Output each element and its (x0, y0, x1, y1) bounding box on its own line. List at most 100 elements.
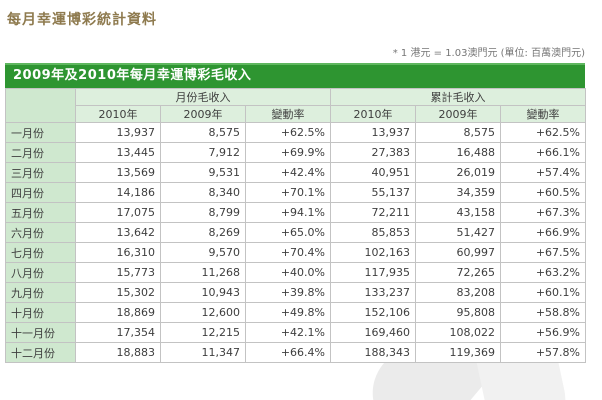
value-cell: 133,237 (330, 282, 416, 303)
value-cell: 34,359 (415, 182, 501, 203)
value-cell: 27,383 (330, 142, 416, 163)
year-header-row: 2010年 2009年 變動率 2010年 2009年 變動率 (6, 105, 586, 123)
value-cell: 119,369 (415, 342, 501, 363)
month-cell: 八月份 (5, 262, 76, 283)
value-cell: 26,019 (415, 162, 501, 183)
value-cell: 55,137 (330, 182, 416, 203)
value-cell: 12,215 (160, 322, 246, 343)
value-cell: +66.1% (500, 142, 586, 163)
month-cell: 二月份 (5, 142, 76, 163)
month-cell: 七月份 (5, 242, 76, 263)
col-header-cumulative-change: 變動率 (500, 105, 586, 123)
value-cell: 83,208 (415, 282, 501, 303)
value-cell: 117,935 (330, 262, 416, 283)
month-cell: 四月份 (5, 182, 76, 203)
table-row: 十二月份 18,883 11,347 +66.4% 188,343 119,369 +57.… (5, 342, 586, 363)
value-cell: 8,575 (160, 122, 246, 143)
value-cell: 169,460 (330, 322, 416, 343)
value-cell: 11,268 (160, 262, 246, 283)
page-title: 每月幸運博彩統計資料 (7, 12, 157, 28)
month-cell: 九月份 (5, 282, 76, 303)
table-row: 七月份 16,310 9,570 +70.4% 102,163 60,997 +67.5% (5, 242, 586, 263)
value-cell: +56.9% (500, 322, 586, 343)
value-cell: +40.0% (245, 262, 331, 283)
group-header-row: 月份毛收入 累計毛收入 (5, 88, 586, 123)
month-cell: 十月份 (5, 302, 76, 323)
value-cell: 13,937 (330, 122, 416, 143)
value-cell: +60.5% (500, 182, 586, 203)
value-cell: 14,186 (75, 182, 161, 203)
value-cell: 17,075 (75, 202, 161, 223)
value-cell: 51,427 (415, 222, 501, 243)
month-cell: 三月份 (5, 162, 76, 183)
col-header-monthly-2010: 2010年 (75, 105, 161, 123)
value-cell: 102,163 (330, 242, 416, 263)
value-cell: +66.9% (500, 222, 586, 243)
table-row: 六月份 13,642 8,269 +65.0% 85,853 51,427 +66.9% (5, 222, 586, 243)
value-cell: 9,570 (160, 242, 246, 263)
value-cell: 152,106 (330, 302, 416, 323)
value-cell: 60,997 (415, 242, 501, 263)
col-header-monthly-change: 變動率 (245, 105, 331, 123)
table-row: 二月份 13,445 7,912 +69.9% 27,383 16,488 +66.1% (5, 142, 586, 163)
value-cell: 13,569 (75, 162, 161, 183)
value-cell: +62.5% (500, 122, 586, 143)
month-cell: 六月份 (5, 222, 76, 243)
value-cell: 40,951 (330, 162, 416, 183)
value-cell: 13,937 (75, 122, 161, 143)
value-cell: 8,340 (160, 182, 246, 203)
col-header-cumulative-2010: 2010年 (330, 105, 416, 123)
value-cell: 12,600 (160, 302, 246, 323)
value-cell: +39.8% (245, 282, 331, 303)
value-cell: 72,265 (415, 262, 501, 283)
table-row: 四月份 14,186 8,340 +70.1% 55,137 34,359 +60.5% (5, 182, 586, 203)
monthly-revenue-group-header: 月份毛收入 (75, 88, 331, 106)
value-cell: 43,158 (415, 202, 501, 223)
col-header-cumulative-2009: 2009年 (415, 105, 501, 123)
value-cell: +57.4% (500, 162, 586, 183)
value-cell: 108,022 (415, 322, 501, 343)
value-cell: 18,883 (75, 342, 161, 363)
value-cell: +66.4% (245, 342, 331, 363)
value-cell: +94.1% (245, 202, 331, 223)
month-cell: 十一月份 (5, 322, 76, 343)
value-cell: 8,269 (160, 222, 246, 243)
value-cell: 13,445 (75, 142, 161, 163)
value-cell: +69.9% (245, 142, 331, 163)
month-cell: 十二月份 (5, 342, 76, 363)
value-cell: +42.4% (245, 162, 331, 183)
stats-table: 月份毛收入 累計毛收入 2010年 2009年 變動率 2010年 2009年 … (5, 88, 586, 363)
table-row: 一月份 13,937 8,575 +62.5% 13,937 8,575 +62.5% (5, 122, 586, 143)
value-cell: +67.5% (500, 242, 586, 263)
table-row: 十月份 18,869 12,600 +49.8% 152,106 95,808 +58.8% (5, 302, 586, 323)
exchange-rate-note: * 1 港元 = 1.03澳門元 (單位: 百萬澳門元) (392, 48, 585, 59)
value-cell: 85,853 (330, 222, 416, 243)
table-row: 十一月份 17,354 12,215 +42.1% 169,460 108,022 +56.… (5, 322, 586, 343)
table-row: 九月份 15,302 10,943 +39.8% 133,237 83,208 +60.1% (5, 282, 586, 303)
value-cell: 18,869 (75, 302, 161, 323)
value-cell: 7,912 (160, 142, 246, 163)
value-cell: +62.5% (245, 122, 331, 143)
value-cell: 8,575 (415, 122, 501, 143)
value-cell: 15,302 (75, 282, 161, 303)
table-caption-bar: 2009年及2010年每月幸運博彩毛收入 (5, 63, 585, 88)
month-column-corner-cell (5, 88, 76, 123)
value-cell: 10,943 (160, 282, 246, 303)
value-cell: +42.1% (245, 322, 331, 343)
col-header-monthly-2009: 2009年 (160, 105, 246, 123)
value-cell: 188,343 (330, 342, 416, 363)
value-cell: 13,642 (75, 222, 161, 243)
month-cell: 一月份 (5, 122, 76, 143)
stats-table-area: 2009年及2010年每月幸運博彩毛收入 月份毛收入 累計毛收入 2010年 2… (5, 63, 586, 363)
value-cell: +67.3% (500, 202, 586, 223)
month-cell: 五月份 (5, 202, 76, 223)
cumulative-revenue-group-header: 累計毛收入 (330, 88, 586, 106)
value-cell: +70.4% (245, 242, 331, 263)
value-cell: 17,354 (75, 322, 161, 343)
value-cell: +57.8% (500, 342, 586, 363)
value-cell: +58.8% (500, 302, 586, 323)
value-cell: 8,799 (160, 202, 246, 223)
value-cell: 11,347 (160, 342, 246, 363)
value-cell: 16,310 (75, 242, 161, 263)
